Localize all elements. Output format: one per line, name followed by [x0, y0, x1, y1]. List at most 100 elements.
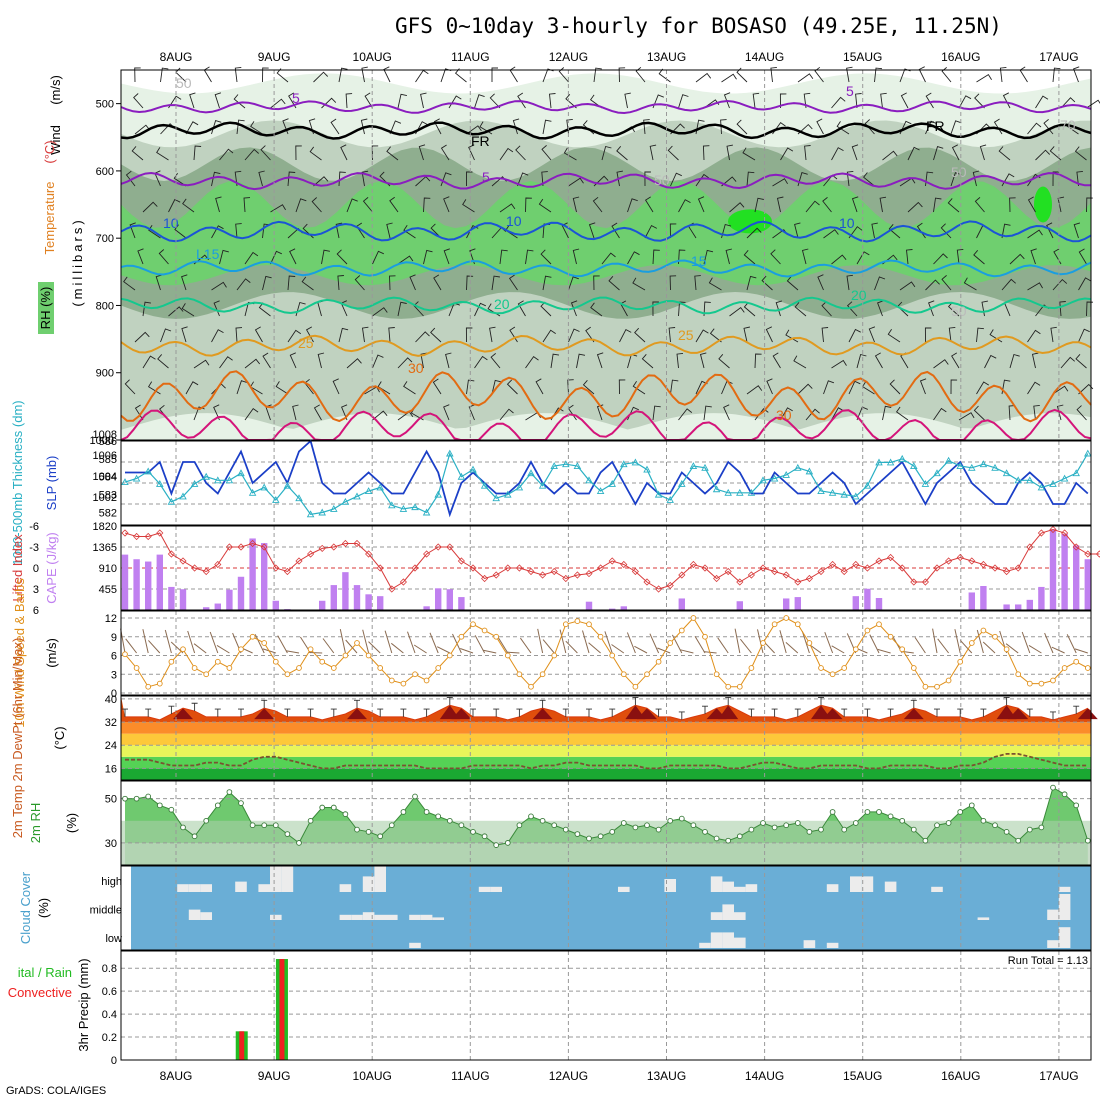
cape-bar-40 [585, 601, 593, 610]
temp-maxbar-70 [934, 708, 940, 717]
upper-barb-11-34 [1009, 353, 1020, 369]
wind10m-point-26 [423, 677, 430, 684]
isotherm-10-3 [120, 220, 1092, 243]
wind10m-point-36 [539, 671, 546, 678]
upper-barb-9-22 [703, 301, 711, 317]
li-point-51 [713, 574, 721, 583]
wind10m-barb-35 [519, 637, 532, 654]
upper-barb-13-0 [134, 404, 144, 421]
temp-maxbar-54 [748, 708, 755, 717]
upper-barb-3-4 [244, 148, 259, 161]
cloud-label: Cloud Cover [18, 871, 33, 944]
upper-barb-0-0 [134, 67, 141, 83]
upper-barb-5-4 [243, 197, 251, 213]
upper-barb-8-10 [389, 275, 396, 291]
rh2m-point-53 [736, 833, 743, 840]
cloud-cell-middle-52 [722, 904, 734, 920]
wind10m-point-22 [377, 665, 384, 671]
rh2m-point-56 [771, 824, 778, 831]
cape-bar-10 [237, 576, 245, 610]
upper-barb-0-10 [383, 66, 391, 83]
temp-band-3 [121, 733, 1091, 746]
upper-barb-5-11 [423, 197, 431, 213]
thickness-tick-582: 582 [99, 507, 117, 519]
wind10m-point-71 [945, 677, 952, 684]
thickness-point-71 [944, 456, 953, 464]
rh2m-point-68 [910, 826, 917, 833]
cloud-cell-high-52 [722, 881, 734, 892]
temp-maxbar-26 [423, 708, 430, 717]
upper-barb-3-12 [440, 144, 450, 161]
upper-barb-8-11 [409, 274, 416, 291]
wind10m-point-7 [203, 671, 210, 678]
thickness-point-7 [202, 472, 210, 480]
thickness-point-37 [550, 462, 558, 469]
rh2m-point-20 [354, 826, 360, 833]
thickness-point-54 [747, 488, 756, 496]
li-point-49 [689, 560, 697, 569]
wind10m-point-73 [968, 640, 975, 646]
li-point-79 [1037, 529, 1045, 537]
thickness-point-11 [248, 488, 257, 496]
wind10m-point-63 [852, 646, 859, 653]
rh2m-point-79 [1038, 824, 1045, 831]
li-point-1 [133, 532, 141, 541]
upper-barb-12-36 [1052, 385, 1069, 395]
rh2m-point-1 [133, 795, 140, 802]
upper-barb-13-32 [958, 412, 975, 421]
wind10m-point-34 [516, 671, 523, 678]
cloud-cell-high-6 [188, 884, 201, 892]
temp-maxbar-32 [493, 708, 500, 717]
upper-barb-13-14 [499, 408, 514, 421]
upper-barb-11-4 [244, 358, 261, 369]
wind10m-point-51 [713, 671, 720, 678]
upper-barb-8-17 [568, 276, 579, 291]
rh2m-point-78 [1026, 826, 1033, 833]
upper-barb-13-3 [213, 404, 220, 421]
li-point-27 [434, 543, 442, 551]
upper-barb-5-35 [1027, 196, 1036, 213]
upper-barb-2-31 [925, 120, 937, 135]
upper-barb-13-22 [703, 405, 712, 421]
cloud-cell-middle-23 [386, 914, 398, 920]
upper-barb-10-36 [1050, 326, 1057, 343]
rh2m-point-61 [829, 809, 836, 815]
temp-maxbar-58 [794, 708, 801, 717]
cloud-cell-middle-26 [420, 914, 433, 920]
upper-barb-10-11 [415, 331, 430, 343]
upper-barb-6-21 [669, 223, 677, 239]
wind10m-barb-28 [436, 646, 451, 654]
contour-label-11: 20 [851, 287, 867, 303]
upper-barb-3-37 [1074, 146, 1087, 161]
precip-tick-0.2: 0.2 [102, 1032, 117, 1044]
upper-barb-6-27 [823, 229, 839, 239]
thickness-point-82 [1072, 469, 1080, 477]
wind10m-barb-77 [1005, 643, 1019, 654]
isotherms [120, 99, 1092, 442]
cloud-cell-low-61 [826, 942, 839, 948]
wind10m-barb-52 [717, 637, 729, 654]
upper-barb-6-30 [888, 224, 901, 239]
temp-maxbar-14 [284, 708, 291, 717]
upper-barb-10-26 [785, 329, 799, 343]
temp-peak-36 [532, 708, 553, 720]
upper-barb-1-11 [420, 92, 427, 109]
rh2m-point-73 [968, 802, 975, 809]
thickness-point-70 [933, 469, 941, 477]
wind10m-barb-17 [309, 652, 323, 654]
cloud-cell-low-50 [699, 942, 711, 948]
upper-barb-5-20 [644, 196, 654, 213]
wind10m-barb-70 [932, 628, 938, 654]
upper-barb-10-2 [181, 326, 188, 343]
upper-barb-11-8 [346, 358, 362, 369]
contour-label-20: 70 [1060, 117, 1076, 133]
li-point-8 [214, 560, 222, 569]
wind10m-point-50 [702, 633, 708, 640]
thickness-point-31 [480, 481, 489, 489]
wind10m-barb-37 [542, 639, 555, 654]
thickness-point-57 [782, 471, 790, 478]
slp-frame [120, 440, 1092, 526]
rh2m-point-35 [528, 813, 534, 820]
temp-maxbar-44 [632, 696, 639, 706]
date-label-top-12AUG: 12AUG [549, 50, 588, 64]
